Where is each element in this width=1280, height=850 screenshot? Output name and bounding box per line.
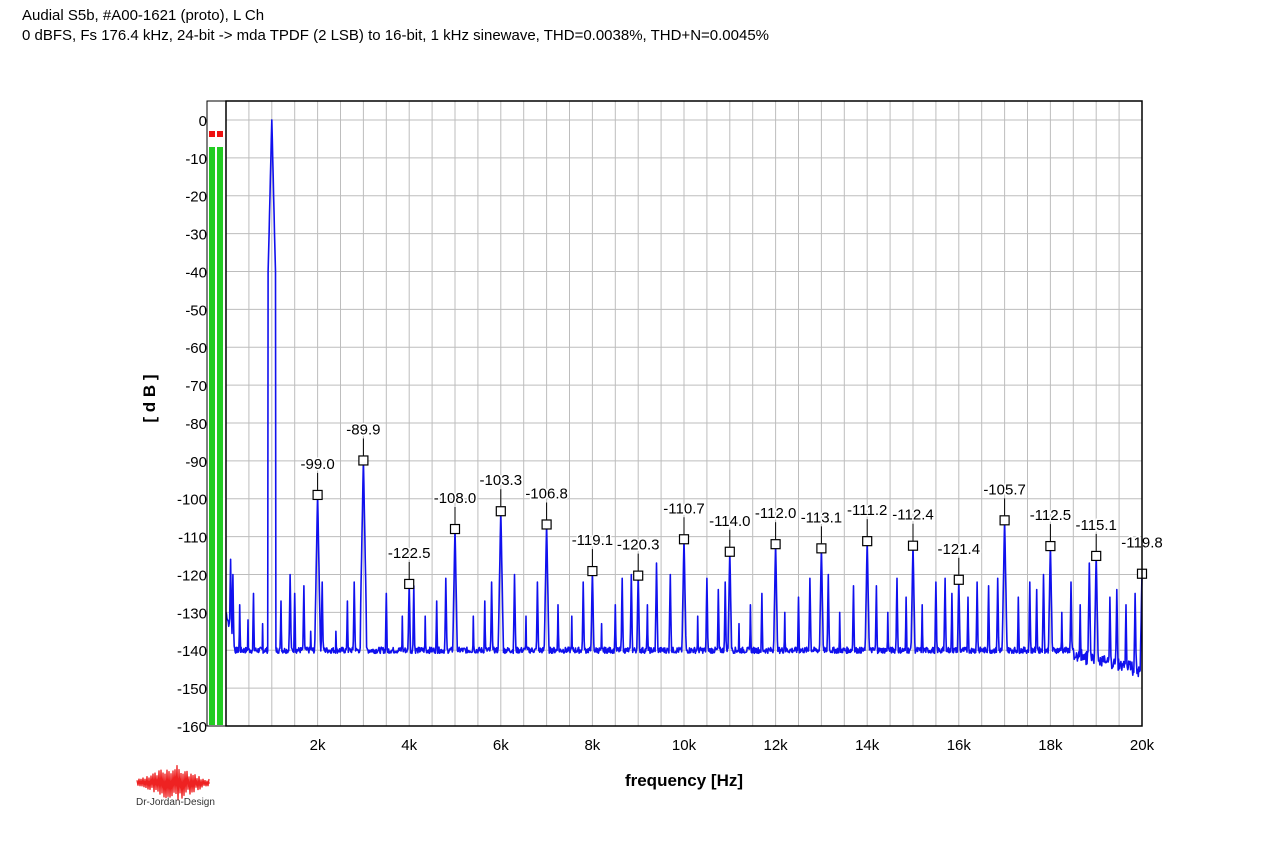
meter-bar-left: [209, 147, 215, 725]
y-tick-label: -100: [177, 492, 207, 509]
harmonic-marker: [1045, 540, 1056, 552]
harmonic-label: -105.7: [983, 481, 1026, 498]
harmonic-label: -114.0: [709, 513, 750, 530]
harmonic-marker: [587, 565, 598, 577]
harmonic-label: -99.0: [300, 456, 334, 473]
y-tick-label: -160: [177, 719, 207, 736]
harmonic-label: -112.4: [892, 507, 933, 524]
y-tick-label: -150: [177, 681, 207, 698]
harmonic-marker: [633, 570, 644, 581]
x-tick-label: 20k: [1130, 737, 1155, 754]
chart-title: Audial S5b, #A00-1621 (proto), L Ch: [22, 7, 265, 24]
harmonic-marker: [358, 455, 369, 466]
x-tick-label: 16k: [947, 737, 972, 754]
harmonic-label: -119.1: [572, 532, 613, 549]
x-axis-ticks: 2k 4k 6k 8k 10k 12k 14k 16k 18k 20k: [310, 737, 1155, 754]
brand-logo: [136, 765, 210, 801]
harmonic-marker: [953, 574, 964, 585]
harmonic-marker: [907, 540, 919, 551]
harmonic-label: -113.1: [801, 509, 842, 526]
x-tick-label: 6k: [493, 737, 509, 754]
harmonic-marker: [724, 546, 735, 557]
meter-peak-left: [209, 131, 215, 137]
harmonic-label: -115.1: [1075, 517, 1116, 534]
grid-lines: [226, 101, 1142, 727]
x-axis-label: frequency [Hz]: [625, 771, 743, 790]
harmonic-marker: [541, 519, 552, 530]
harmonic-label: -111.2: [847, 502, 887, 519]
y-axis-label: [ d B ]: [140, 374, 159, 422]
harmonic-marker: [312, 489, 323, 501]
harmonic-marker: [678, 534, 690, 545]
meter-bar-right: [217, 147, 223, 725]
harmonic-label: -89.9: [346, 421, 380, 438]
harmonic-label: -122.5: [388, 545, 431, 562]
harmonic-label: -108.0: [434, 490, 477, 507]
y-tick-label: -10: [185, 151, 207, 168]
y-tick-label: 0: [199, 113, 207, 130]
logo-text: Dr-Jordan-Design: [136, 797, 215, 808]
harmonic-label: -112.0: [755, 505, 796, 522]
level-meter: [206, 100, 227, 727]
y-tick-label: -20: [185, 189, 207, 206]
harmonic-label: -106.8: [525, 485, 568, 502]
y-tick-label: -50: [185, 302, 207, 319]
y-tick-label: -30: [185, 227, 207, 244]
y-tick-label: -110: [178, 530, 207, 547]
harmonic-marker: [1091, 550, 1102, 562]
meter-peak-right: [217, 131, 223, 137]
harmonic-marker: [770, 539, 781, 550]
harmonic-label: -103.3: [480, 472, 523, 489]
y-tick-label: -90: [185, 454, 207, 471]
harmonic-marker: [862, 536, 873, 547]
harmonic-label: -110.7: [663, 500, 704, 517]
harmonic-marker: [404, 578, 415, 590]
harmonic-label: -121.4: [938, 541, 981, 558]
y-tick-label: -80: [185, 416, 207, 433]
y-tick-label: -60: [185, 340, 207, 357]
logo-waveform: [136, 765, 210, 801]
x-tick-label: 18k: [1038, 737, 1063, 754]
x-tick-label: 2k: [310, 737, 326, 754]
harmonic-marker: [816, 543, 827, 554]
harmonic-marker: [495, 506, 506, 517]
y-tick-label: -120: [177, 567, 207, 584]
harmonic-label: -112.5: [1030, 507, 1071, 524]
y-tick-label: -70: [185, 378, 207, 395]
chart-subtitle: 0 dBFS, Fs 176.4 kHz, 24-bit -> mda TPDF…: [22, 27, 770, 44]
harmonic-marker: [999, 515, 1010, 526]
x-tick-label: 4k: [401, 737, 417, 754]
x-tick-label: 10k: [672, 737, 697, 754]
harmonic-marker: [449, 523, 461, 535]
harmonic-label: -120.3: [617, 537, 660, 554]
x-tick-label: 8k: [584, 737, 600, 754]
plot-border: [225, 100, 1143, 727]
y-tick-label: -130: [177, 605, 207, 622]
x-tick-label: 14k: [855, 737, 880, 754]
y-tick-label: -40: [185, 264, 207, 281]
y-tick-label: -140: [177, 643, 207, 660]
y-axis-ticks: 0 -10 -20 -30 -40 -50 -60 -70 -80 -90 -100 -110 -120…: [177, 113, 207, 736]
x-tick-label: 12k: [764, 737, 789, 754]
